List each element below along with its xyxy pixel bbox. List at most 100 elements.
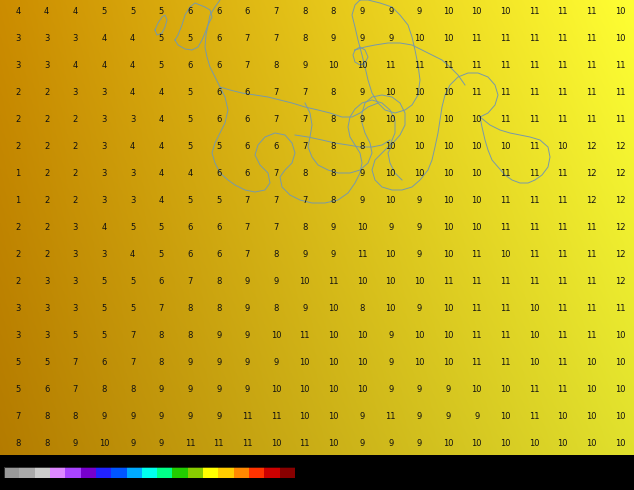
Text: 10: 10 bbox=[328, 304, 339, 313]
Text: 10: 10 bbox=[500, 250, 510, 259]
Text: -48: -48 bbox=[14, 479, 25, 484]
Text: 10: 10 bbox=[472, 223, 482, 232]
Text: 3: 3 bbox=[73, 223, 78, 232]
Text: 11: 11 bbox=[385, 412, 396, 420]
Bar bbox=[4, 467, 295, 478]
Text: 9: 9 bbox=[359, 169, 365, 178]
Text: 8: 8 bbox=[158, 331, 164, 340]
Text: 7: 7 bbox=[302, 88, 307, 98]
Text: 10: 10 bbox=[472, 115, 482, 124]
Text: 11: 11 bbox=[500, 61, 510, 71]
Text: 11: 11 bbox=[557, 277, 568, 286]
Text: 8: 8 bbox=[331, 169, 336, 178]
Text: 7: 7 bbox=[302, 142, 307, 151]
Text: 2: 2 bbox=[15, 250, 21, 259]
Text: 11: 11 bbox=[500, 331, 510, 340]
Text: 11: 11 bbox=[472, 61, 482, 71]
Text: 9: 9 bbox=[216, 412, 221, 420]
Text: 11: 11 bbox=[529, 277, 540, 286]
Text: 2: 2 bbox=[15, 277, 21, 286]
Text: 10: 10 bbox=[414, 331, 425, 340]
Text: 10: 10 bbox=[557, 142, 568, 151]
Text: 9: 9 bbox=[302, 304, 307, 313]
Text: 5: 5 bbox=[101, 304, 107, 313]
Text: 12: 12 bbox=[586, 169, 597, 178]
Text: 11: 11 bbox=[271, 412, 281, 420]
Text: 9: 9 bbox=[331, 250, 336, 259]
Text: 10: 10 bbox=[328, 439, 339, 447]
Text: 10: 10 bbox=[385, 169, 396, 178]
Text: 10: 10 bbox=[299, 358, 310, 367]
Text: 10: 10 bbox=[557, 439, 568, 447]
Text: 12: 12 bbox=[586, 196, 597, 205]
Text: 10: 10 bbox=[529, 331, 540, 340]
Text: 3: 3 bbox=[73, 304, 78, 313]
Text: 9: 9 bbox=[359, 439, 365, 447]
Text: 6: 6 bbox=[187, 223, 193, 232]
Text: -30: -30 bbox=[60, 479, 70, 484]
Text: 10: 10 bbox=[500, 412, 510, 420]
Text: 9: 9 bbox=[359, 34, 365, 44]
Text: 3: 3 bbox=[73, 250, 78, 259]
Text: 18: 18 bbox=[184, 479, 191, 484]
Text: 11: 11 bbox=[586, 223, 597, 232]
Text: 6: 6 bbox=[101, 358, 107, 367]
Text: 10: 10 bbox=[414, 277, 425, 286]
Text: 9: 9 bbox=[245, 304, 250, 313]
Text: 9: 9 bbox=[417, 223, 422, 232]
Text: 10: 10 bbox=[385, 142, 396, 151]
Text: 11: 11 bbox=[557, 7, 568, 17]
Text: -18: -18 bbox=[91, 479, 101, 484]
Bar bbox=[249, 467, 264, 478]
Bar bbox=[264, 467, 280, 478]
Text: 8: 8 bbox=[273, 250, 279, 259]
Text: 11: 11 bbox=[586, 304, 597, 313]
Text: 10: 10 bbox=[443, 223, 453, 232]
Text: 8: 8 bbox=[359, 304, 365, 313]
Text: 6: 6 bbox=[44, 385, 49, 393]
Text: 11: 11 bbox=[529, 61, 540, 71]
Text: 10: 10 bbox=[271, 439, 281, 447]
Text: 8: 8 bbox=[273, 61, 279, 71]
Text: 3: 3 bbox=[130, 115, 135, 124]
Text: 3: 3 bbox=[44, 304, 49, 313]
Text: 10: 10 bbox=[586, 412, 597, 420]
Text: 10: 10 bbox=[615, 439, 625, 447]
Text: 5: 5 bbox=[216, 142, 221, 151]
Text: 0: 0 bbox=[140, 479, 143, 484]
Text: 12: 12 bbox=[615, 169, 625, 178]
Text: 10: 10 bbox=[357, 358, 367, 367]
Text: 9: 9 bbox=[417, 196, 422, 205]
Text: 10: 10 bbox=[357, 61, 367, 71]
Text: 11: 11 bbox=[500, 169, 510, 178]
Text: 6: 6 bbox=[245, 88, 250, 98]
Text: 11: 11 bbox=[529, 223, 540, 232]
Text: 11: 11 bbox=[184, 439, 195, 447]
Text: 6: 6 bbox=[245, 7, 250, 17]
Text: 6: 6 bbox=[245, 142, 250, 151]
Text: 11: 11 bbox=[472, 277, 482, 286]
Text: 11: 11 bbox=[557, 385, 568, 393]
Text: 10: 10 bbox=[357, 385, 367, 393]
Text: 10: 10 bbox=[586, 439, 597, 447]
Text: 6: 6 bbox=[158, 277, 164, 286]
Text: 9: 9 bbox=[445, 412, 451, 420]
Text: 8: 8 bbox=[187, 304, 193, 313]
Text: 7: 7 bbox=[158, 304, 164, 313]
Text: 9: 9 bbox=[417, 250, 422, 259]
Text: 10: 10 bbox=[414, 169, 425, 178]
Text: 10: 10 bbox=[443, 331, 453, 340]
Text: 11: 11 bbox=[328, 277, 339, 286]
Text: 12: 12 bbox=[615, 142, 625, 151]
Text: 9: 9 bbox=[188, 412, 193, 420]
Text: 4: 4 bbox=[158, 196, 164, 205]
Text: 11: 11 bbox=[472, 304, 482, 313]
Text: 7: 7 bbox=[245, 223, 250, 232]
Text: 10: 10 bbox=[529, 439, 540, 447]
Text: 10: 10 bbox=[443, 196, 453, 205]
Bar bbox=[81, 467, 96, 478]
Text: Height/Temp. 850 hPa [gdmp][°C] ECMWF: Height/Temp. 850 hPa [gdmp][°C] ECMWF bbox=[3, 457, 221, 467]
Text: 11: 11 bbox=[214, 439, 224, 447]
Bar bbox=[157, 467, 172, 478]
Text: 4: 4 bbox=[101, 223, 107, 232]
